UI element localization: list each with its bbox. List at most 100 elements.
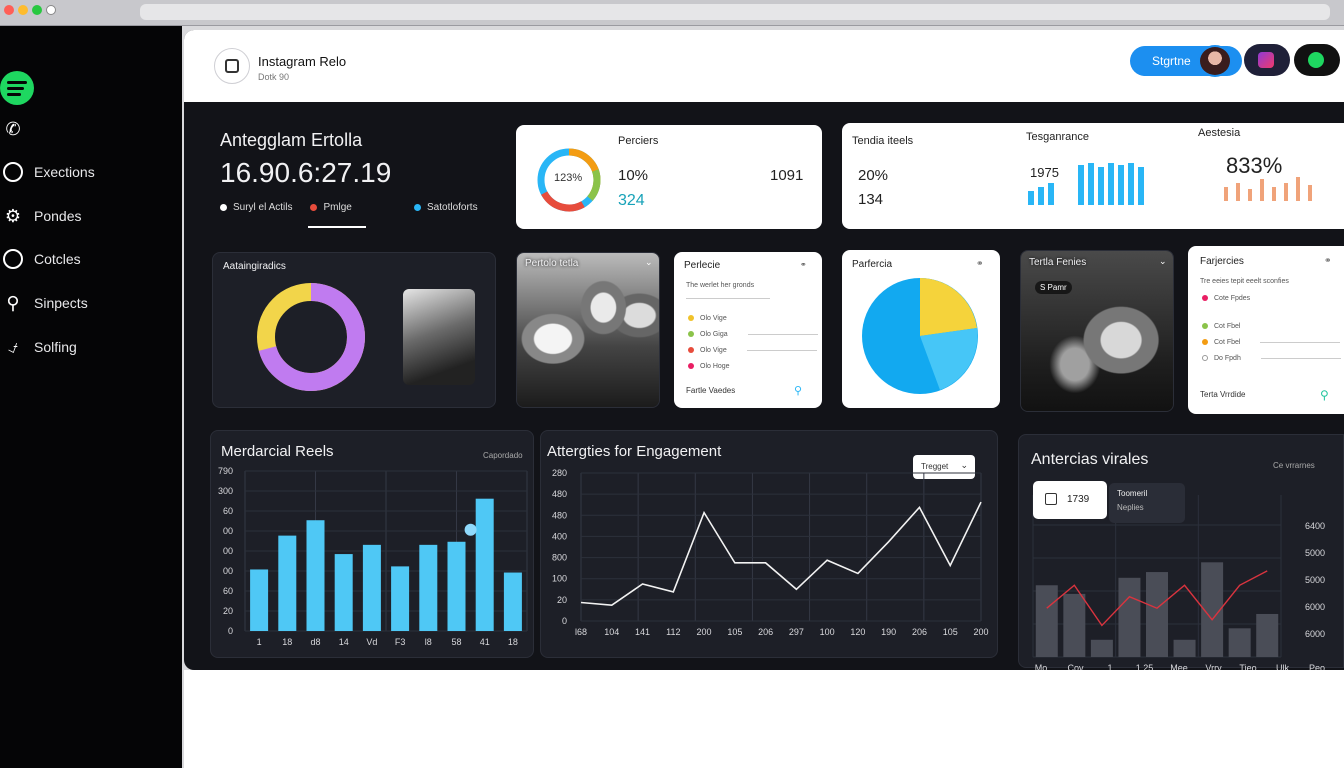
page-footer-area: [184, 670, 1344, 768]
group-photo: [517, 253, 659, 407]
engagement-chart-card: Attergties for Engagement Tregget ⌄ 0 20 1…: [540, 430, 998, 658]
summary-legend-2: Satotloforts: [414, 202, 478, 213]
list-item[interactable]: Cot Fbel: [1202, 336, 1341, 348]
search-icon[interactable]: ⚲: [1320, 388, 1329, 402]
card-title: Perciers: [618, 135, 659, 147]
x-tick-label: 105: [727, 627, 742, 637]
y-tick-label: 0: [562, 616, 567, 626]
chart-title: Merdarcial Reels: [221, 443, 334, 460]
maximize-window-icon[interactable]: [32, 5, 42, 15]
aataingiradics-card: Aataingiradics: [212, 252, 496, 408]
y-tick-label: 20: [557, 595, 567, 605]
card-footer: Terta Vrrdide: [1200, 390, 1246, 399]
reels-chart: 0 20 60 00 00 00 60 300 790 1 18 d8 14 Vd F3 l8 58 41 18: [218, 466, 528, 647]
y-tick-label: 60: [223, 506, 233, 516]
bar: [1173, 639, 1196, 657]
card-title: Pertolo tetla: [525, 258, 579, 269]
sidebar-item-exections[interactable]: Exections: [0, 157, 180, 187]
x-tick-label: 297: [789, 627, 804, 637]
search-icon[interactable]: ⚲: [794, 385, 803, 397]
bar: [362, 544, 381, 631]
close-window-icon[interactable]: [4, 5, 14, 15]
page-title: Instagram Relo: [258, 54, 347, 69]
perlecie-card: Perlecie ⚭ The werlet her gronds Olo Vig…: [674, 252, 822, 408]
y-tick-label: 6400: [1305, 521, 1325, 531]
engagement-dropdown[interactable]: Tregget ⌄: [913, 455, 975, 479]
address-bar[interactable]: [140, 4, 1330, 20]
sidebar-item-label: Pondes: [34, 208, 82, 224]
y-tick-label: 00: [223, 546, 233, 556]
list-item[interactable]: Olo Giga: [688, 328, 818, 340]
sidebar-item-phone[interactable]: ✆: [0, 114, 180, 144]
x-tick-label: 105: [943, 627, 958, 637]
bar: [306, 520, 325, 631]
spotify-button[interactable]: [1294, 44, 1340, 76]
y-tick-label: 480: [552, 510, 567, 520]
chevron-down-icon[interactable]: ⌄: [645, 257, 653, 267]
tooltip: 1739: [1033, 481, 1107, 519]
y-tick-label: 20: [223, 606, 233, 616]
x-tick-label: Vrry: [1205, 663, 1222, 670]
x-tick-label: 104: [604, 627, 619, 637]
bag-icon[interactable]: [214, 48, 250, 84]
x-tick-label: 100: [820, 627, 835, 637]
engagement-chart: 0 20 100 800 400 480 480 280 l68 104 141 112 200 105 2…: [552, 468, 989, 637]
list-item[interactable]: Cote Fpdes: [1202, 292, 1250, 304]
spotify-icon: [1308, 52, 1324, 68]
sidebar-item-cotcles[interactable]: Cotcles: [0, 244, 180, 274]
x-tick-label: 200: [697, 627, 712, 637]
x-tick-label: 206: [758, 627, 773, 637]
link-icon[interactable]: ⚭: [976, 258, 984, 268]
chart-note: Ce vrrarnes: [1273, 461, 1315, 470]
chart-title: Attergties for Engagement: [547, 443, 722, 460]
y-tick-label: 0: [228, 626, 233, 636]
card-title: Aestesia: [1198, 127, 1241, 139]
spotify-logo-icon[interactable]: [0, 71, 34, 105]
y-tick-label: 300: [218, 486, 233, 496]
tooltip-text: Neplies: [1117, 503, 1144, 512]
sidebar-item-sinpects[interactable]: ⚲ Sinpects: [0, 288, 180, 318]
x-tick-label: Mee: [1170, 663, 1188, 670]
tertla-fenies-card[interactable]: Tertla Fenies ⌄ S Pamr: [1020, 250, 1174, 412]
pertolo-tetla-card[interactable]: Pertolo tetla ⌄: [516, 252, 660, 408]
chart-title: Antercias virales: [1031, 451, 1149, 468]
perciers-donut: [537, 148, 601, 212]
sidebar-item-solfing[interactable]: ⍻ Solfing: [0, 332, 180, 362]
y-tick-label: 280: [552, 468, 567, 478]
list-item[interactable]: Do Fpdh: [1202, 352, 1341, 364]
stat-value: 1091: [770, 167, 804, 184]
link-icon[interactable]: ⚭: [1324, 255, 1332, 265]
link-icon[interactable]: ⚭: [800, 260, 807, 269]
aesthetic-mini-bars: [1224, 177, 1312, 201]
page-icon: [46, 5, 56, 15]
chevron-down-icon[interactable]: ⌄: [1159, 256, 1167, 266]
x-tick-label: d8: [310, 637, 320, 647]
x-tick-label: Mo: [1035, 663, 1048, 670]
perciers-card: Perciers 123% 10% 324 1091: [516, 125, 822, 229]
avatar[interactable]: [1198, 45, 1232, 77]
x-tick-label: Cov: [1067, 663, 1084, 670]
legend-item: Pmlge: [323, 202, 352, 213]
sidebar-item-pondes[interactable]: ⚙ Pondes: [0, 201, 180, 231]
list-item[interactable]: Cot Fbel: [1202, 320, 1240, 332]
action-button-label: Stgrtne: [1152, 54, 1191, 68]
x-tick-label: Vd: [366, 637, 377, 647]
instagram-button[interactable]: [1244, 44, 1290, 76]
post-thumbnail[interactable]: [403, 289, 475, 385]
stat-value: 20%: [858, 167, 889, 184]
list-item[interactable]: Olo Vige: [688, 344, 817, 356]
bar: [391, 566, 410, 631]
legend-dot: [414, 204, 421, 211]
x-tick-label: 206: [912, 627, 927, 637]
sidebar-item-label: Cotcles: [34, 251, 81, 267]
top-bar: Instagram Relo Dotk 90 Stgrtne: [184, 30, 1344, 102]
x-tick-label: Peo: [1309, 663, 1325, 670]
instagram-icon: [1258, 52, 1274, 68]
y-tick-label: 100: [552, 574, 567, 584]
card-title: Farjercies: [1200, 256, 1244, 267]
list-item[interactable]: Olo Hoge: [688, 360, 730, 372]
minimize-window-icon[interactable]: [18, 5, 28, 15]
reels-chart-card: Merdarcial Reels Capordado 0 20 60 00 00 00 60…: [210, 430, 534, 658]
list-item[interactable]: Olo Vige: [688, 312, 727, 324]
y-tick-label: 790: [218, 466, 233, 476]
